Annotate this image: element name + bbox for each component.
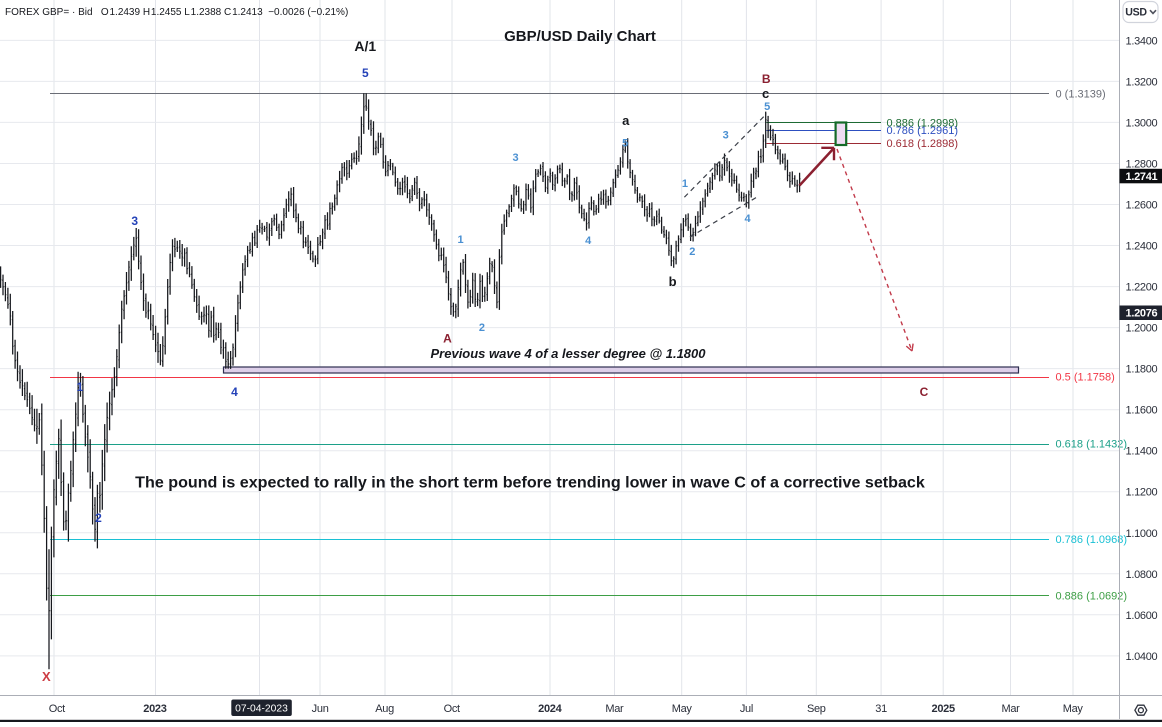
svg-text:1.1200: 1.1200 (1126, 487, 1158, 499)
svg-text:The pound is expected to rally: The pound is expected to rally in the sh… (135, 474, 925, 492)
svg-text:1.0400: 1.0400 (1126, 651, 1158, 663)
svg-text:1.1000: 1.1000 (1126, 528, 1158, 540)
svg-text:1.2600: 1.2600 (1126, 200, 1158, 212)
svg-text:1.2800: 1.2800 (1126, 159, 1158, 171)
svg-text:a: a (622, 113, 630, 128)
svg-text:1.3200: 1.3200 (1126, 76, 1158, 88)
svg-text:Mar: Mar (1001, 703, 1020, 715)
svg-text:0.618 (1.1432): 0.618 (1.1432) (1056, 439, 1128, 451)
svg-text:1.1400: 1.1400 (1126, 446, 1158, 458)
svg-text:Sep: Sep (807, 703, 826, 715)
svg-text:1: 1 (76, 380, 83, 394)
svg-text:X: X (42, 669, 51, 684)
svg-text:1: 1 (458, 234, 464, 246)
svg-text:0.786 (1.2961): 0.786 (1.2961) (887, 125, 959, 137)
svg-text:2023: 2023 (143, 703, 166, 715)
svg-text:4: 4 (585, 235, 592, 247)
svg-text:0.618 (1.2898): 0.618 (1.2898) (887, 138, 959, 150)
svg-text:A/1: A/1 (354, 38, 376, 54)
svg-text:5: 5 (764, 101, 770, 113)
svg-text:5: 5 (622, 138, 628, 150)
svg-text:0.886 (1.0692): 0.886 (1.0692) (1056, 590, 1128, 602)
svg-text:3: 3 (723, 130, 729, 142)
svg-text:May: May (1063, 703, 1084, 715)
svg-text:5: 5 (362, 66, 369, 80)
svg-text:0.786 (1.0968): 0.786 (1.0968) (1056, 534, 1128, 546)
svg-text:Oct: Oct (49, 703, 65, 715)
svg-text:2024: 2024 (538, 703, 562, 715)
svg-text:Aug: Aug (375, 703, 394, 715)
svg-text:2: 2 (95, 511, 102, 525)
svg-text:Oct: Oct (444, 703, 460, 715)
svg-text:Mar: Mar (605, 703, 624, 715)
svg-text:GBP/USD Daily Chart: GBP/USD Daily Chart (504, 28, 656, 45)
svg-text:Previous wave 4 of a lesser de: Previous wave 4 of a lesser degree @ 1.1… (431, 346, 707, 361)
svg-text:USD: USD (1125, 7, 1147, 19)
svg-text:1.0800: 1.0800 (1126, 569, 1158, 581)
svg-text:May: May (672, 703, 693, 715)
svg-text:1.2076: 1.2076 (1126, 308, 1158, 320)
svg-text:4: 4 (231, 385, 238, 399)
svg-text:2025: 2025 (932, 703, 955, 715)
svg-text:07-04-2023: 07-04-2023 (235, 704, 288, 715)
svg-text:A: A (443, 332, 452, 346)
svg-text:1.2000: 1.2000 (1126, 323, 1158, 335)
svg-text:0 (1.3139): 0 (1.3139) (1056, 88, 1106, 100)
svg-text:1.0600: 1.0600 (1126, 610, 1158, 622)
svg-text:2: 2 (479, 322, 485, 334)
svg-text:1.2741: 1.2741 (1126, 171, 1158, 183)
svg-text:0.5 (1.1758): 0.5 (1.1758) (1056, 372, 1115, 384)
svg-text:3: 3 (513, 152, 519, 164)
svg-text:b: b (669, 274, 677, 289)
svg-text:31: 31 (875, 703, 887, 715)
svg-text:1.2200: 1.2200 (1126, 282, 1158, 294)
svg-text:1: 1 (682, 178, 688, 190)
svg-text:Jul: Jul (740, 703, 753, 715)
svg-text:C: C (920, 385, 929, 399)
svg-text:FOREX GBP= · Bid O 1.2439 H: FOREX GBP= · Bid O 1.2439 H 1.2455 L 1.2… (5, 7, 348, 18)
svg-text:c: c (762, 86, 769, 101)
svg-text:1.3000: 1.3000 (1126, 117, 1158, 129)
svg-text:Jun: Jun (312, 703, 329, 715)
svg-text:2: 2 (689, 246, 695, 258)
svg-text:1.1600: 1.1600 (1126, 405, 1158, 417)
svg-text:1.3400: 1.3400 (1126, 35, 1158, 47)
svg-text:1.1800: 1.1800 (1126, 364, 1158, 376)
svg-text:1.2400: 1.2400 (1126, 241, 1158, 253)
svg-text:3: 3 (131, 214, 138, 228)
svg-text:B: B (762, 72, 771, 86)
svg-text:4: 4 (745, 213, 752, 225)
